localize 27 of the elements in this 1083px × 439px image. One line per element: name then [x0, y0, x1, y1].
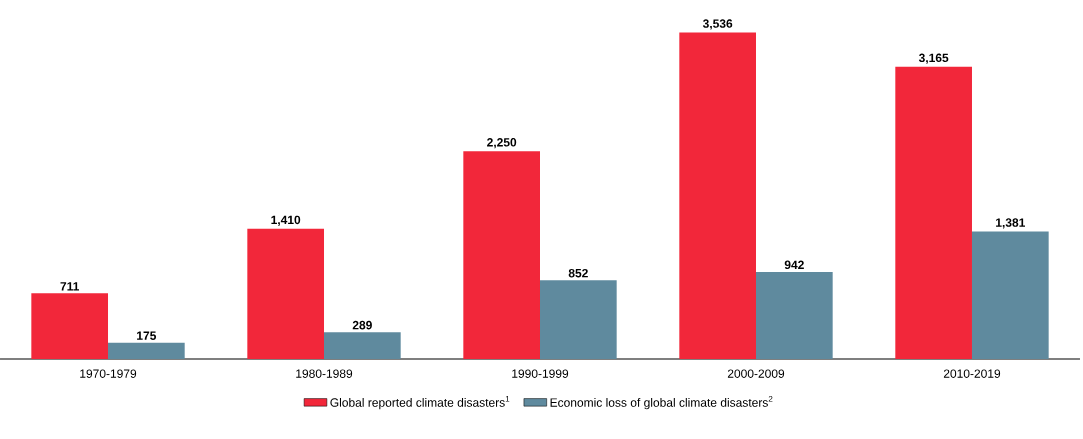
data-label: 2,250 — [487, 138, 517, 149]
x-tick-label: 2010-2019 — [943, 369, 1001, 378]
bar — [971, 231, 1049, 359]
data-label: 1,410 — [271, 215, 301, 226]
legend-label: Global reported climate disasters$^{1}$ — [330, 396, 510, 410]
data-label: 289 — [352, 320, 372, 330]
bar — [108, 342, 185, 359]
bar — [31, 293, 109, 359]
data-label: 3,165 — [918, 53, 949, 64]
bar — [324, 332, 401, 359]
bar — [756, 272, 833, 359]
data-label: 711 — [60, 282, 80, 291]
bar — [540, 280, 617, 359]
legend-label: Economic loss of global climate disasters$^{2}$ — [550, 396, 773, 410]
x-tick-label: 2000-2009 — [727, 369, 785, 378]
data-label: 1,381 — [996, 218, 1025, 229]
data-label: 175 — [137, 331, 157, 340]
bar — [895, 66, 972, 359]
data-label: 3,536 — [702, 19, 733, 30]
x-tick-label: 1970-1979 — [80, 369, 137, 378]
bar — [679, 32, 756, 359]
bar — [247, 228, 325, 359]
data-label: 852 — [568, 268, 588, 278]
data-label: 942 — [784, 260, 804, 270]
x-tick-label: 1980-1989 — [296, 369, 353, 378]
bar — [463, 151, 540, 359]
x-tick-label: 1990-1999 — [512, 369, 569, 378]
